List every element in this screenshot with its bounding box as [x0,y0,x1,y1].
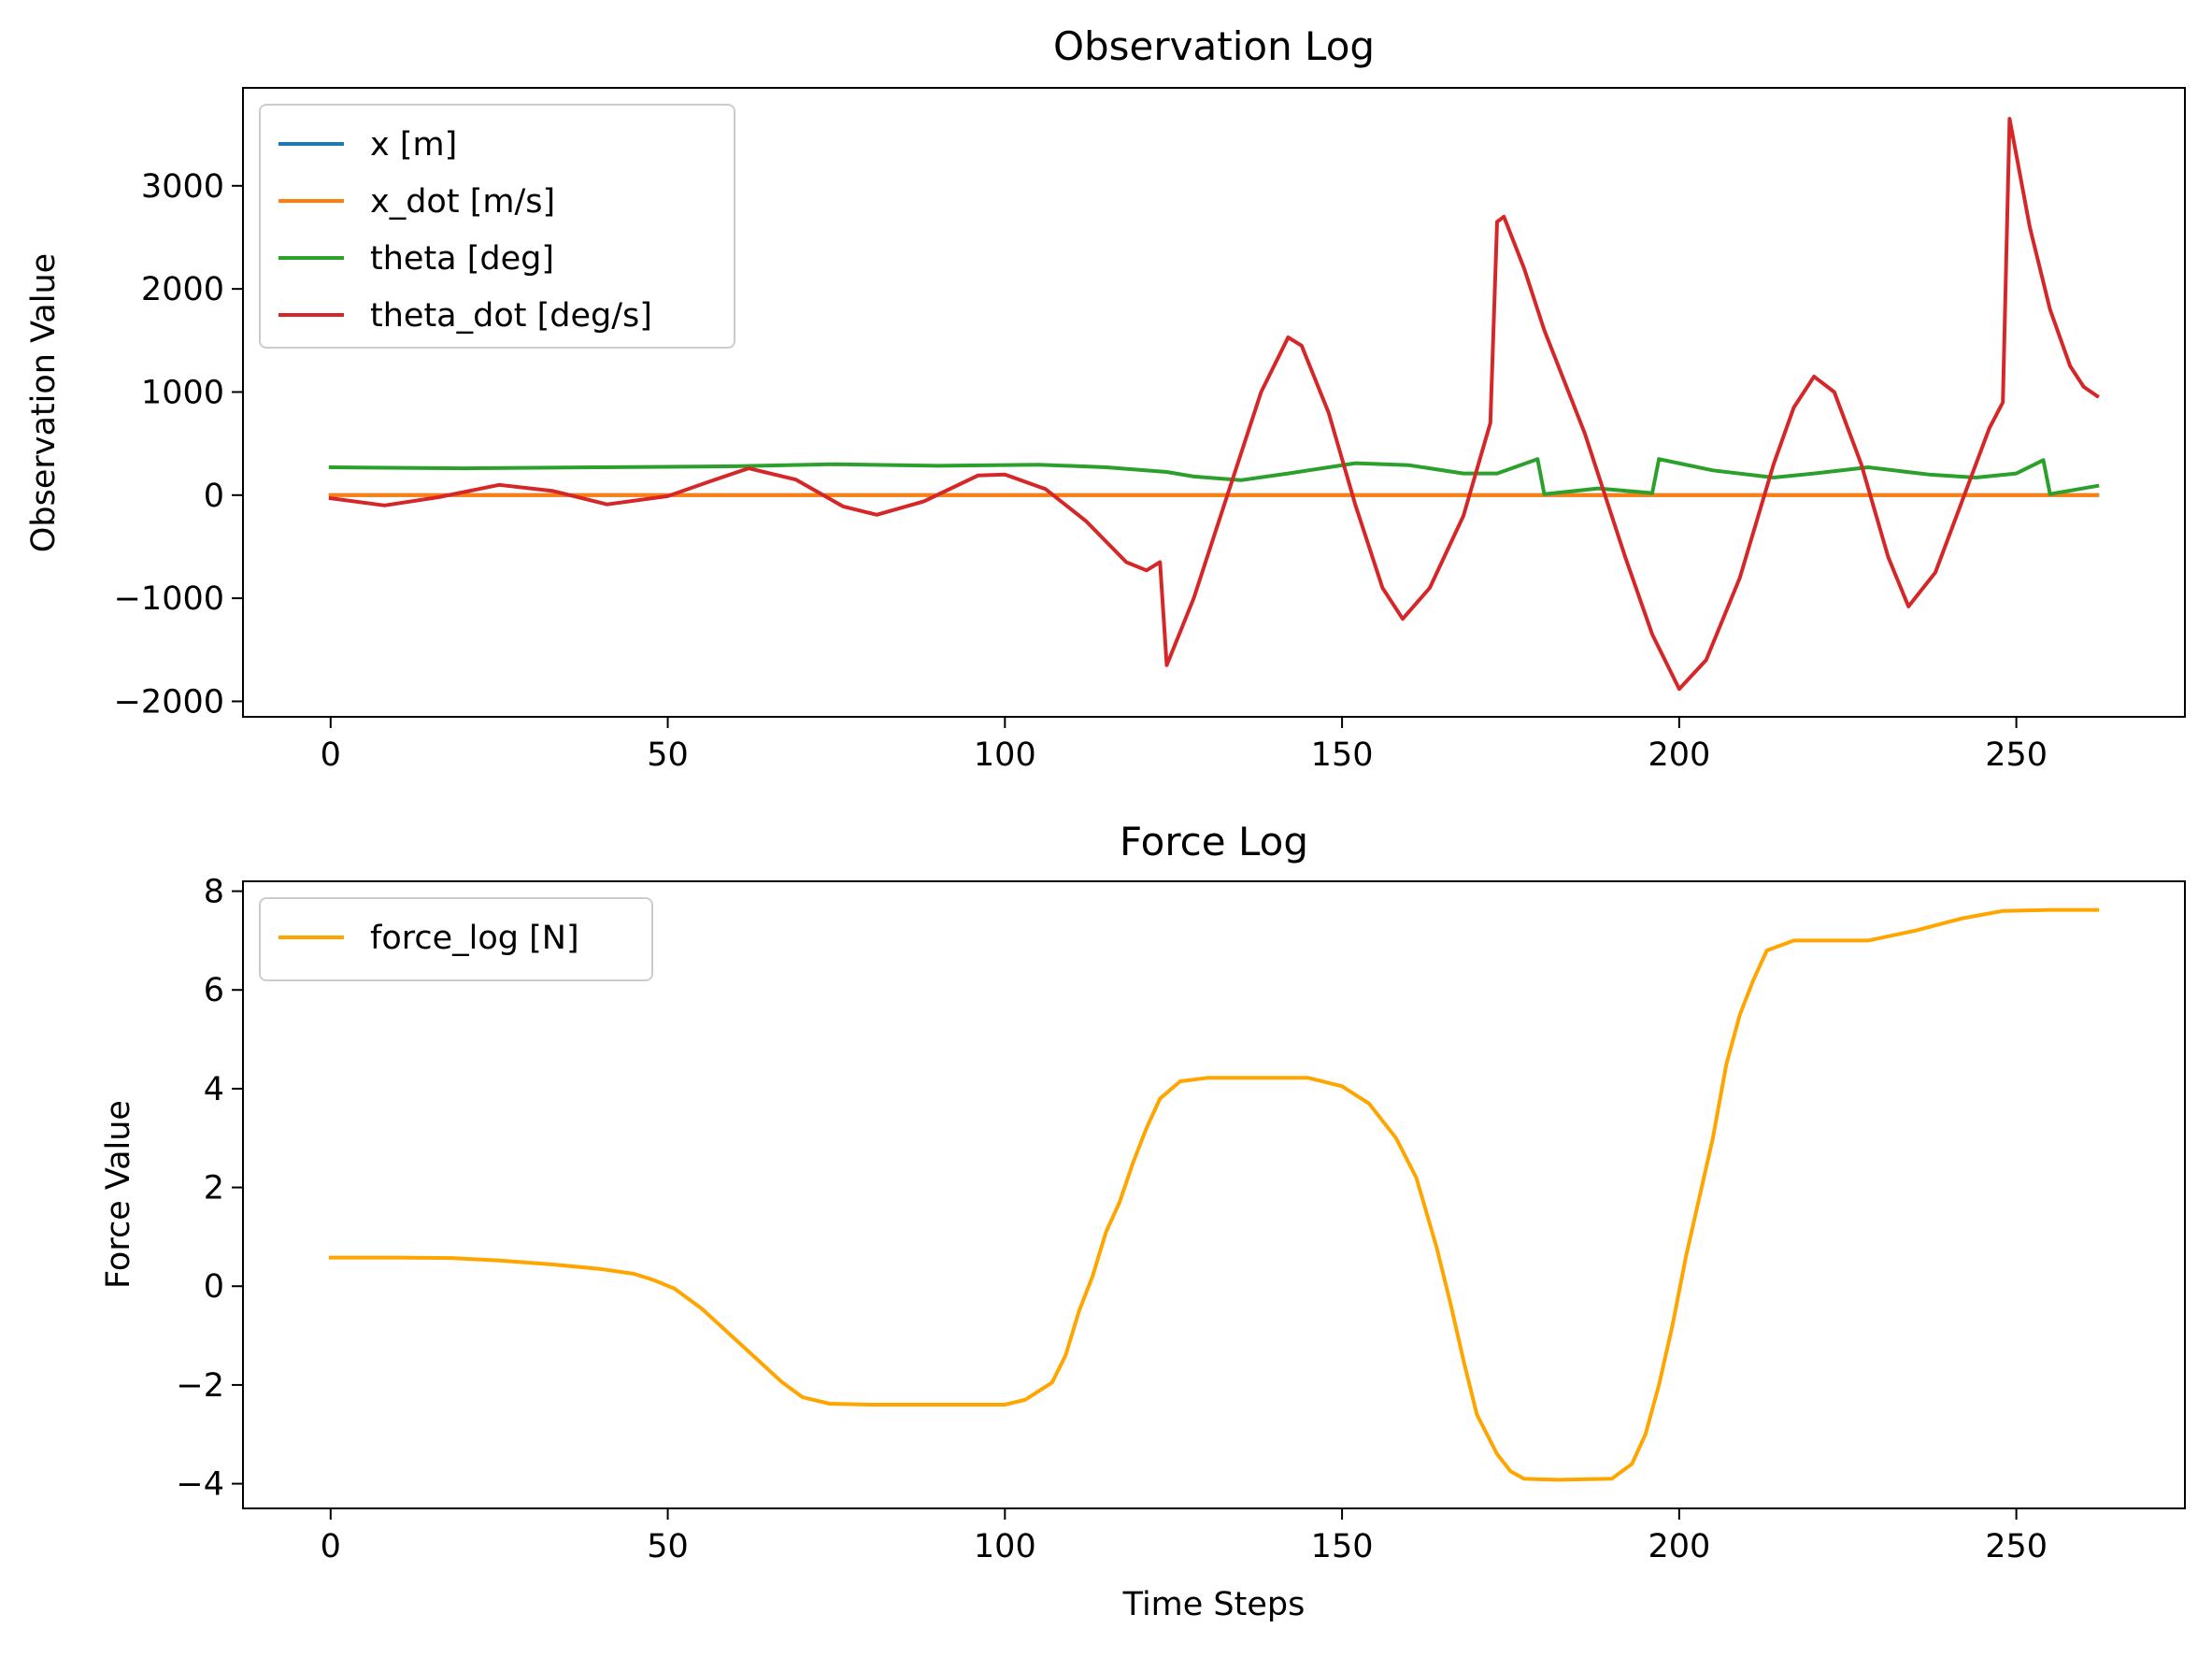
legend-box [259,897,653,981]
x-tick-label: 200 [1648,736,1710,774]
y-axis-label: Observation Value [25,253,63,552]
y-tick-label: 8 [204,874,224,911]
y-tick-label: −4 [176,1466,224,1504]
observation-log-chart: Observation Log Observation Value 0 50 100… [25,23,2186,774]
x-tick-label: 250 [1985,1528,2048,1565]
x-tick-label: 0 [321,1528,341,1565]
chart-title: Observation Log [1053,23,1375,69]
plot-frame [242,880,2186,1509]
y-tick-label: −2 [176,1367,224,1405]
y-tick-label: 0 [204,1268,224,1306]
plot-area: 0 50 100 150 200 250 −4 −2 0 2 4 6 8 [176,874,2186,1565]
legend-label: force_log [N] [370,920,579,957]
force-log-chart: Force Log Force Value Time Steps 0 50 100 1… [100,819,2186,1623]
x-tick-label: 100 [974,1528,1036,1565]
series-lines [328,117,2100,692]
plot-area: 0 50 100 150 200 250 −2000 −1000 0 1000 2000 3000 [114,87,2186,774]
legend: x [m] x_dot [m/s] theta [deg] theta_dot [de… [259,104,735,349]
x-tick-label: 250 [1985,736,2048,774]
y-tick-label: 1000 [141,374,224,411]
series-line-0 [328,907,2100,1482]
y-axis-label: Force Value [100,1100,137,1289]
legend-label: x_dot [m/s] [370,183,555,221]
series-line-2 [328,457,2100,496]
x-tick-label: 150 [1311,736,1374,774]
y-tick-label: 2000 [141,271,224,308]
y-tick-label: 2 [204,1170,224,1207]
x-tick-label: 200 [1648,1528,1710,1565]
y-tick-label: 3000 [141,168,224,206]
legend-label: theta_dot [deg/s] [370,297,652,335]
legend: force_log [N] [259,897,653,981]
legend-label: theta [deg] [370,240,554,278]
x-tick-label: 150 [1311,1528,1374,1565]
legend-label: x [m] [370,126,457,164]
x-tick-label: 0 [321,736,341,774]
chart-title: Force Log [1120,819,1308,864]
x-tick-label: 100 [974,736,1036,774]
y-tick-label: 6 [204,972,224,1009]
y-tick-label: −2000 [114,683,224,721]
x-tick-label: 50 [647,1528,689,1565]
legend-box [259,104,735,349]
plot-frame [242,87,2186,718]
x-axis-label: Time Steps [1122,1586,1306,1623]
series-line-3 [328,117,2100,692]
x-tick-label: 50 [647,736,689,774]
series-lines [328,907,2100,1482]
y-tick-label: 4 [204,1071,224,1108]
y-tick-label: 0 [204,478,224,515]
y-tick-label: −1000 [114,580,224,618]
